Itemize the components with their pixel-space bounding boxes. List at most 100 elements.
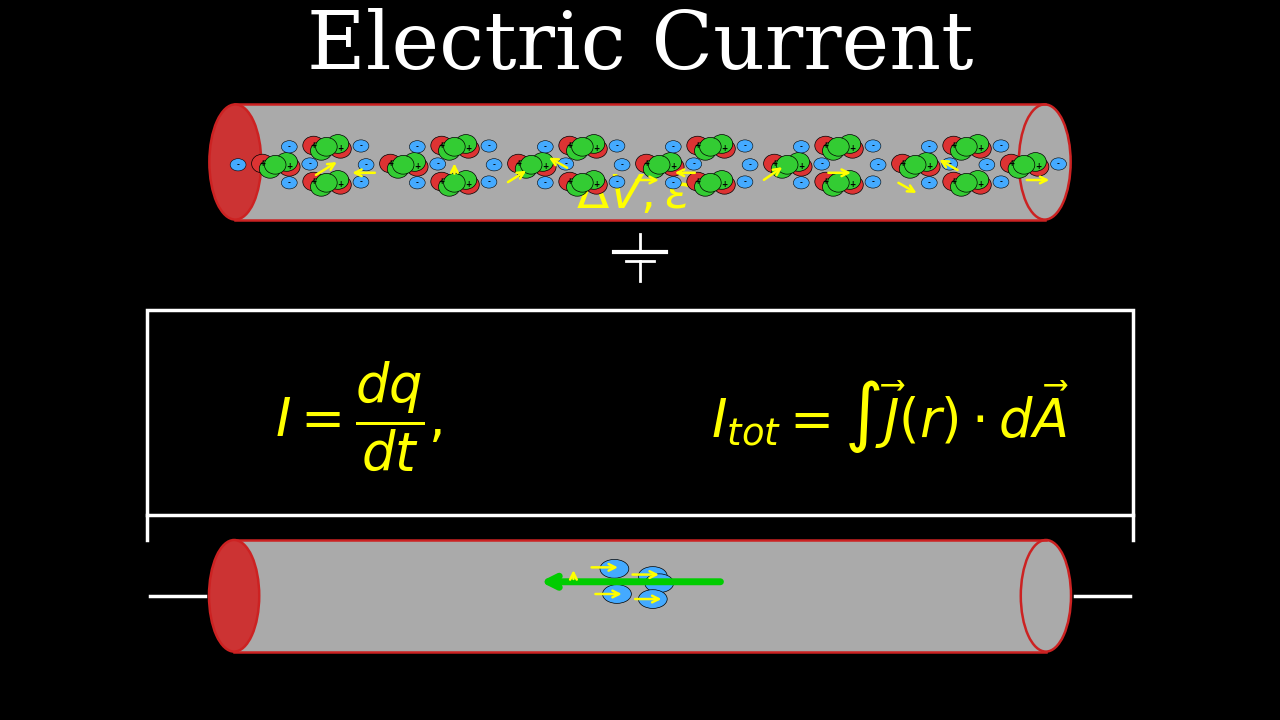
Text: +: +: [466, 144, 471, 153]
Ellipse shape: [636, 154, 657, 173]
Text: $\vec{E}$: $\vec{E}$: [481, 554, 517, 613]
Ellipse shape: [900, 159, 920, 178]
Text: -: -: [564, 161, 567, 167]
Text: +: +: [439, 141, 444, 150]
Bar: [236, 104, 1044, 220]
Ellipse shape: [919, 158, 940, 176]
Bar: [234, 540, 1046, 652]
Ellipse shape: [764, 154, 785, 173]
Ellipse shape: [791, 158, 812, 176]
Ellipse shape: [282, 176, 297, 189]
Ellipse shape: [330, 176, 351, 194]
Ellipse shape: [788, 153, 809, 171]
Ellipse shape: [979, 158, 995, 171]
Text: +: +: [978, 144, 983, 153]
Ellipse shape: [535, 158, 556, 176]
Ellipse shape: [532, 153, 553, 171]
Ellipse shape: [439, 141, 460, 160]
Ellipse shape: [603, 585, 631, 603]
Ellipse shape: [586, 176, 607, 194]
Text: -: -: [616, 591, 618, 597]
Text: -: -: [872, 143, 874, 149]
Text: +: +: [338, 144, 343, 153]
Ellipse shape: [584, 171, 604, 189]
Text: +: +: [388, 159, 393, 168]
Ellipse shape: [922, 140, 937, 153]
Ellipse shape: [456, 171, 476, 189]
Ellipse shape: [328, 171, 348, 189]
Ellipse shape: [614, 158, 630, 171]
Ellipse shape: [358, 158, 374, 171]
Ellipse shape: [777, 156, 797, 174]
Ellipse shape: [970, 176, 991, 194]
Ellipse shape: [282, 140, 297, 153]
Ellipse shape: [1020, 540, 1071, 652]
Text: -: -: [1000, 143, 1002, 149]
Ellipse shape: [439, 177, 460, 196]
Text: -: -: [237, 162, 239, 168]
Ellipse shape: [458, 140, 479, 158]
Text: -: -: [692, 161, 695, 167]
Text: -: -: [872, 179, 874, 185]
Ellipse shape: [943, 136, 964, 155]
Text: -: -: [652, 596, 654, 602]
Text: +: +: [594, 144, 599, 153]
Ellipse shape: [316, 174, 337, 192]
Text: -: -: [544, 180, 547, 186]
Ellipse shape: [943, 172, 964, 191]
Ellipse shape: [842, 140, 863, 158]
Ellipse shape: [407, 158, 428, 176]
Ellipse shape: [815, 172, 836, 191]
Text: -: -: [928, 144, 931, 150]
Ellipse shape: [700, 174, 721, 192]
Text: +: +: [287, 162, 292, 171]
Text: +: +: [823, 141, 828, 150]
Ellipse shape: [508, 154, 529, 173]
Text: -: -: [744, 143, 746, 149]
Text: +: +: [466, 180, 471, 189]
Ellipse shape: [905, 156, 925, 174]
Ellipse shape: [865, 176, 881, 188]
Text: +: +: [951, 141, 956, 150]
Text: -: -: [820, 161, 823, 167]
Ellipse shape: [814, 158, 829, 170]
Ellipse shape: [714, 176, 735, 194]
Text: +: +: [951, 177, 956, 186]
Ellipse shape: [516, 159, 536, 178]
Ellipse shape: [870, 158, 886, 171]
Text: +: +: [260, 159, 265, 168]
Text: +: +: [671, 162, 676, 171]
Ellipse shape: [559, 172, 580, 191]
Text: -: -: [416, 144, 419, 150]
Ellipse shape: [993, 140, 1009, 152]
Text: -: -: [416, 180, 419, 186]
Ellipse shape: [712, 171, 732, 189]
Ellipse shape: [737, 140, 753, 152]
Text: -: -: [436, 161, 439, 167]
Ellipse shape: [558, 158, 573, 170]
Ellipse shape: [586, 140, 607, 158]
Text: +: +: [415, 162, 420, 171]
Ellipse shape: [458, 176, 479, 194]
Ellipse shape: [794, 140, 809, 153]
Ellipse shape: [956, 138, 977, 156]
Text: -: -: [744, 179, 746, 185]
Ellipse shape: [686, 158, 701, 170]
Ellipse shape: [311, 141, 332, 160]
Ellipse shape: [645, 574, 673, 593]
Text: +: +: [1009, 159, 1014, 168]
Text: -: -: [986, 162, 988, 168]
Text: +: +: [927, 162, 932, 171]
Ellipse shape: [666, 140, 681, 153]
Ellipse shape: [393, 156, 413, 174]
Ellipse shape: [695, 141, 716, 160]
Ellipse shape: [430, 158, 445, 170]
Ellipse shape: [840, 171, 860, 189]
Text: -: -: [493, 162, 495, 168]
Ellipse shape: [639, 590, 667, 608]
Text: +: +: [516, 159, 521, 168]
Ellipse shape: [1001, 154, 1021, 173]
Text: -: -: [621, 162, 623, 168]
Text: -: -: [613, 566, 616, 572]
Ellipse shape: [572, 174, 593, 192]
